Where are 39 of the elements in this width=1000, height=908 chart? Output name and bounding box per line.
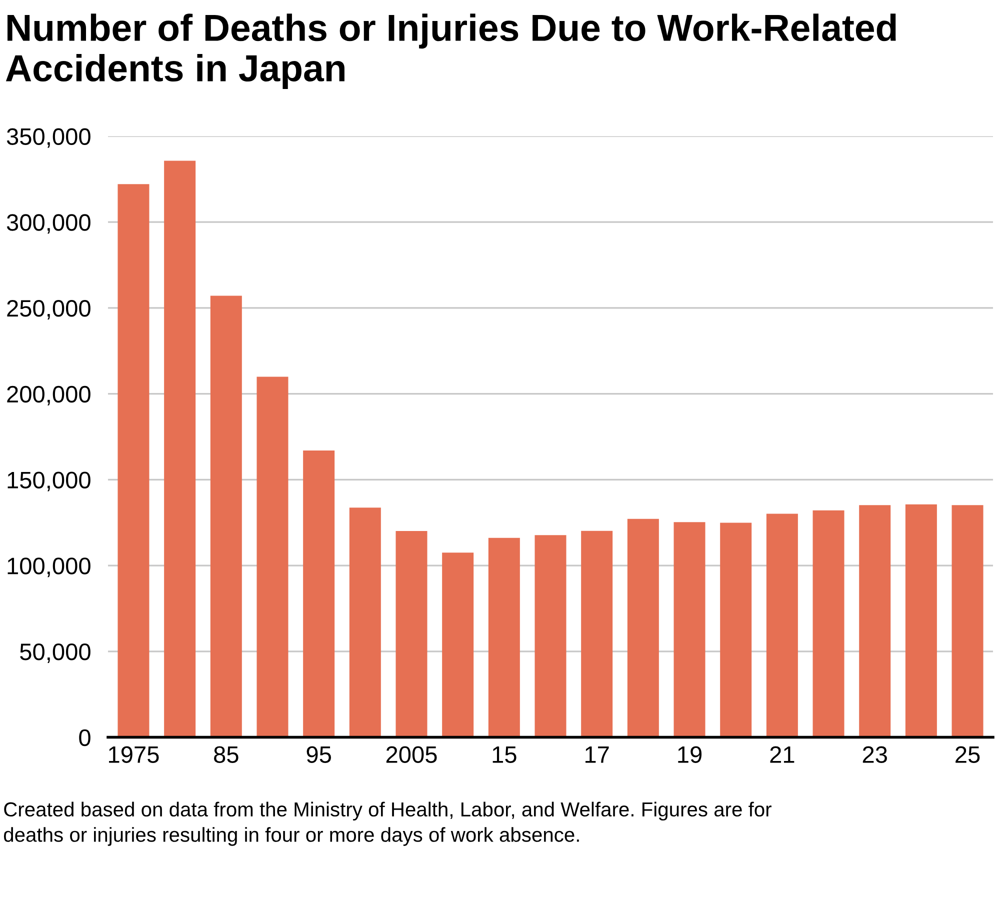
- chart-title: Number of Deaths or Injuries Due to Work-Related Accidents in Japan: [6, 14, 896, 89]
- x-tick-label: 23: [862, 746, 887, 763]
- y-tick-label: 50,000: [20, 643, 90, 663]
- bar: [349, 508, 381, 738]
- x-tick-label: 25: [956, 746, 980, 763]
- x-tick-label: 1975: [109, 746, 159, 763]
- y-tick-label: 200,000: [7, 386, 90, 406]
- bar: [442, 552, 474, 738]
- bar: [256, 376, 288, 738]
- y-tick-label: 100,000: [8, 558, 90, 578]
- bar: [766, 514, 798, 738]
- y-tick-label: 350,000: [6, 128, 90, 148]
- bar: [812, 510, 844, 738]
- bar: [627, 518, 659, 738]
- bar: [210, 296, 242, 738]
- x-tick-label: 17: [586, 746, 609, 763]
- y-tick-label: 250,000: [7, 300, 90, 320]
- bar: [905, 504, 937, 738]
- bar: [581, 530, 613, 738]
- x-tick-label: 85: [214, 746, 238, 763]
- bar: [488, 538, 520, 738]
- bar: [859, 505, 891, 738]
- y-tick-label: 300,000: [6, 214, 90, 234]
- x-tick-label: 21: [770, 746, 794, 763]
- bar: [674, 522, 706, 738]
- bar: [164, 160, 196, 738]
- x-tick-label: 95: [306, 746, 331, 763]
- bar: [118, 184, 150, 738]
- bar: [534, 535, 566, 738]
- y-tick-label: 0: [79, 729, 90, 746]
- bar: [952, 505, 984, 738]
- y-tick-label: 150,000: [8, 472, 90, 492]
- bar: [396, 531, 428, 738]
- bar: [303, 450, 335, 738]
- text: Created based on data from the Ministry of Health, Labor, and Welfare. Figures are for deaths or injuries resulting in four or more days of work absence.: [4, 802, 772, 846]
- bar: [720, 522, 752, 738]
- x-tick-label: 19: [678, 746, 702, 763]
- x-tick-label: 2005: [386, 746, 437, 763]
- x-tick-label: 15: [492, 746, 516, 763]
